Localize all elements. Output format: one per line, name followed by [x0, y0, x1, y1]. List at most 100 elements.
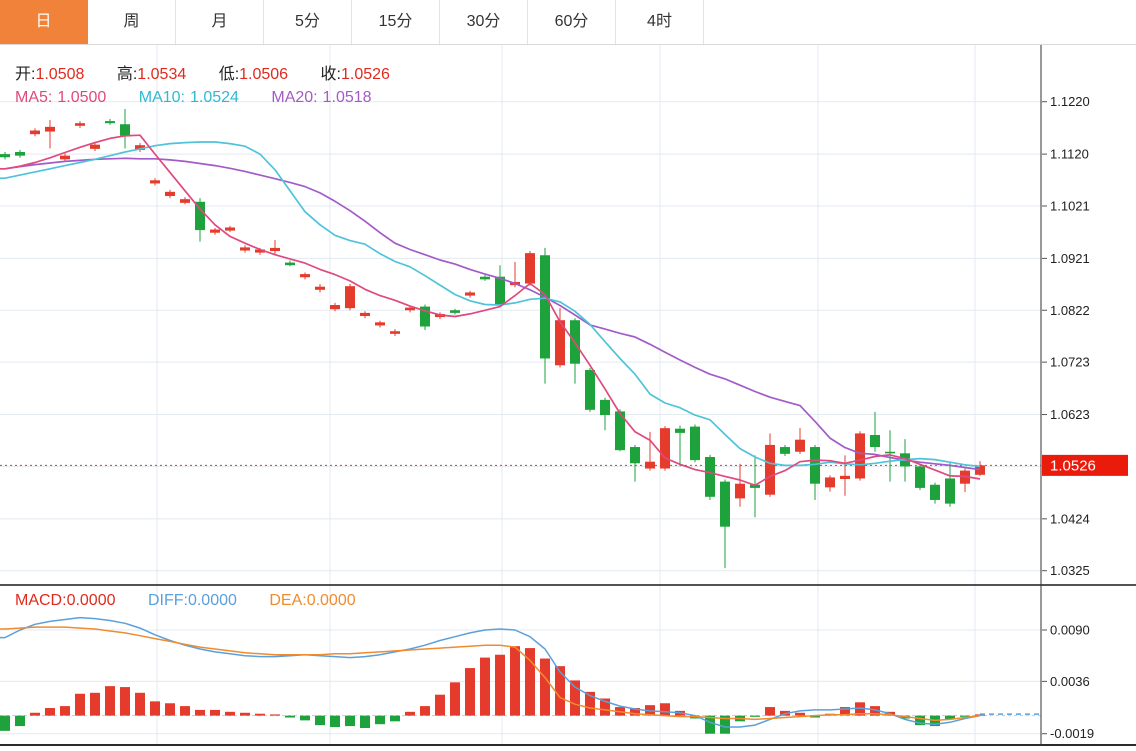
- open-readout: 开:1.0508: [15, 66, 85, 83]
- axis-tick-label: 1.0424: [1050, 511, 1090, 526]
- macd-bar: [510, 646, 520, 716]
- close-readout: 收:1.0526: [320, 66, 390, 83]
- candle-body: [360, 312, 370, 317]
- candle-body: [330, 305, 340, 310]
- candle-body: [945, 478, 955, 504]
- candle-body: [675, 428, 685, 433]
- macd-legend: MACD:0.0000 DIFF:0.0000 DEA:0.0000: [15, 592, 384, 610]
- macd-bar: [555, 666, 565, 716]
- macd-bar: [945, 715, 955, 720]
- candle-body: [975, 465, 985, 475]
- tab-日[interactable]: 日: [0, 0, 88, 44]
- tab-30分[interactable]: 30分: [440, 0, 528, 44]
- macd-bar: [345, 715, 355, 727]
- macd-bar: [75, 693, 85, 716]
- tab-周[interactable]: 周: [88, 0, 176, 44]
- candle-body: [0, 154, 10, 158]
- macd-bar: [435, 694, 445, 716]
- macd-bar: [225, 711, 235, 716]
- candle-body: [315, 286, 325, 290]
- macd-bar: [30, 712, 40, 716]
- macd-bar: [570, 680, 580, 716]
- macd-bar: [150, 701, 160, 716]
- candle-body: [630, 447, 640, 464]
- macd-bar: [915, 715, 925, 726]
- axis-tick-label: 1.0822: [1050, 303, 1090, 318]
- macd-bar: [630, 708, 640, 716]
- candle-body: [15, 152, 25, 156]
- macd-bar: [975, 714, 985, 716]
- candle-body: [30, 130, 40, 135]
- macd-bar: [660, 703, 670, 716]
- macd-bar: [300, 715, 310, 721]
- macd-histogram: [0, 646, 985, 734]
- candle-body: [540, 255, 550, 359]
- tab-60分[interactable]: 60分: [528, 0, 616, 44]
- last-price-tag: 1.0526: [1042, 454, 1128, 476]
- candle-body: [825, 477, 835, 488]
- macd-bar: [90, 692, 100, 716]
- macd-bar: [105, 686, 115, 716]
- macd-lines: [0, 616, 1041, 728]
- tab-月[interactable]: 月: [176, 0, 264, 44]
- ma10-legend: MA10: 1.0524: [138, 89, 239, 106]
- candle-body: [495, 276, 505, 306]
- axis-tick-label: 1.1220: [1050, 94, 1090, 109]
- candle-body: [855, 433, 865, 479]
- tab-4时[interactable]: 4时: [616, 0, 704, 44]
- axis-tick-label: 1.0623: [1050, 407, 1090, 422]
- macd-bar: [315, 715, 325, 726]
- candle-body: [600, 399, 610, 416]
- macd-bar: [720, 715, 730, 734]
- axis-tick-label: 1.1120: [1050, 147, 1089, 162]
- overlay-ma5-line: [0, 134, 981, 487]
- candle-body: [105, 121, 115, 124]
- candle-body: [405, 307, 415, 311]
- candle-body: [915, 466, 925, 488]
- candle-body: [210, 229, 220, 233]
- candle-body: [735, 483, 745, 499]
- candle-body: [420, 306, 430, 327]
- candle-body: [465, 292, 475, 296]
- macd-bar: [585, 691, 595, 716]
- ma-legend: MA5: 1.0500 MA10: 1.0524 MA20: 1.0518: [15, 89, 400, 107]
- candle-body: [720, 481, 730, 527]
- macd-bar: [195, 709, 205, 716]
- diff-readout: DIFF:0.0000: [147, 592, 237, 609]
- candle-body: [750, 484, 760, 488]
- macd-bar: [375, 715, 385, 725]
- candle-body: [60, 155, 70, 160]
- tab-15分[interactable]: 15分: [352, 0, 440, 44]
- candle-body: [780, 447, 790, 454]
- macd-bar: [525, 648, 535, 716]
- overlay-ma20-line: [0, 157, 981, 471]
- axis-tick-label: 1.0921: [1050, 251, 1090, 266]
- frame: [0, 45, 1136, 746]
- candle-body: [705, 456, 715, 497]
- candle-body: [660, 428, 670, 469]
- axis-tick-label: 0.0036: [1050, 674, 1090, 689]
- ma5-legend: MA5: 1.0500: [15, 89, 107, 106]
- candle-body: [390, 331, 400, 334]
- candle-body: [300, 274, 310, 278]
- macd-bar: [960, 715, 970, 717]
- macd-bar: [765, 707, 775, 716]
- tab-5分[interactable]: 5分: [264, 0, 352, 44]
- macd-bar: [165, 703, 175, 716]
- macd-bar: [210, 709, 220, 716]
- macd-bar: [45, 708, 55, 716]
- candle-body: [810, 447, 820, 484]
- macd-bar: [495, 654, 505, 716]
- candle-body: [270, 247, 280, 252]
- ohlc-readout: 开:1.0508 高:1.0534 低:1.0506 收:1.0526: [15, 60, 418, 84]
- axis-tick-label: 0.0090: [1050, 623, 1090, 638]
- dea-readout: DEA:0.0000: [269, 592, 356, 609]
- candle-body: [765, 444, 775, 495]
- low-readout: 低:1.0506: [218, 66, 289, 83]
- candle-body: [930, 484, 940, 500]
- high-readout: 高:1.0534: [116, 66, 187, 83]
- macd-bar: [480, 657, 490, 716]
- gridlines: [0, 45, 1041, 745]
- candle-body: [90, 144, 100, 149]
- candle-body: [135, 145, 145, 150]
